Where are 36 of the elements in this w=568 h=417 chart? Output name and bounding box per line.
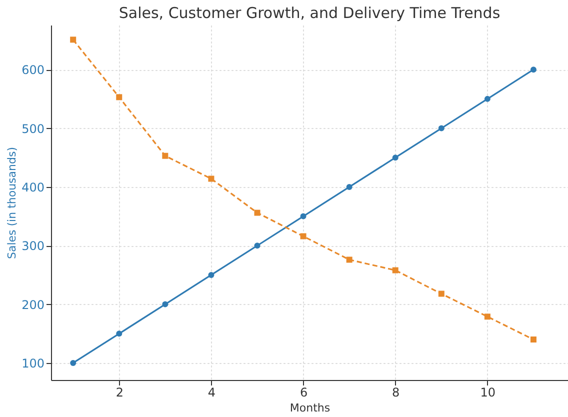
- point: [162, 152, 168, 159]
- x-tick-label: 10: [480, 386, 496, 400]
- point: [116, 94, 122, 100]
- y-tick-label: 400: [22, 180, 44, 194]
- y-tick-label: 200: [22, 298, 44, 312]
- point: [300, 233, 306, 240]
- y-tick-label: 100: [22, 356, 44, 370]
- point: [116, 330, 122, 337]
- y-tick-label: 600: [22, 63, 44, 78]
- point: [162, 301, 168, 308]
- point: [300, 213, 306, 220]
- point: [530, 336, 536, 343]
- point: [484, 96, 490, 102]
- y-tick-label: 500: [22, 122, 44, 136]
- point: [530, 66, 536, 73]
- point: [254, 210, 260, 216]
- x-tick-label: 6: [300, 386, 308, 400]
- point: [438, 125, 444, 132]
- point: [346, 256, 352, 263]
- x-tick-label: 8: [392, 386, 400, 400]
- point: [208, 272, 214, 278]
- point: [438, 290, 444, 297]
- chart-title: Sales, Customer Growth, and Delivery Time Trends: [118, 4, 500, 22]
- y-tick-label: 300: [22, 239, 44, 254]
- x-tick-label: 2: [116, 386, 124, 400]
- point: [70, 360, 76, 366]
- point: [346, 184, 352, 190]
- point: [254, 242, 260, 249]
- x-tick-label: 4: [208, 386, 216, 400]
- point: [484, 314, 490, 320]
- point: [208, 176, 214, 182]
- point: [392, 154, 398, 161]
- point: [392, 267, 398, 274]
- x-axis-title: Months: [290, 402, 330, 414]
- point: [70, 36, 76, 43]
- y-axis-title: Sales (in thousands): [6, 146, 19, 260]
